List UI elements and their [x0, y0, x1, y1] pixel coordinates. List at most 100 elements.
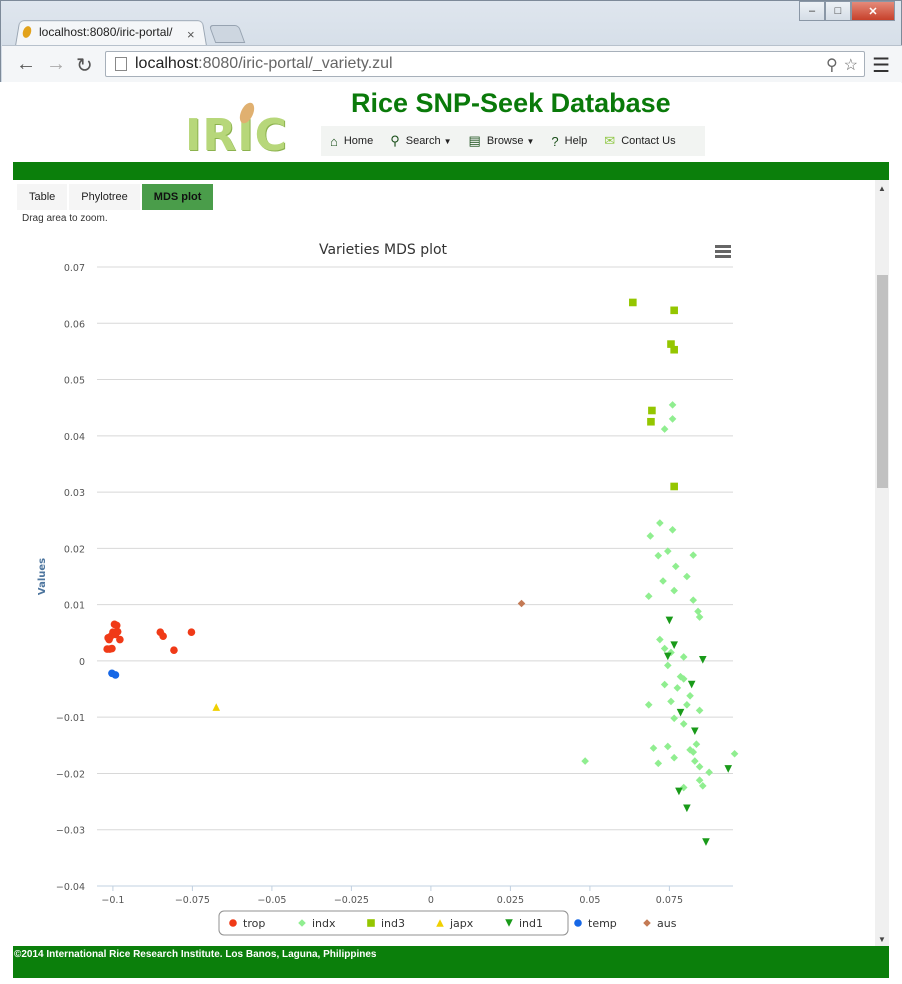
- data-point-trop: [159, 632, 167, 640]
- data-point-ind1: [670, 641, 678, 649]
- browser-tab-content[interactable]: localhost:8080/iric-portal/: [21, 22, 203, 42]
- x-tick-label: 0.05: [579, 895, 600, 906]
- menu-browse[interactable]: ▤ Browse ▼: [468, 133, 535, 148]
- chart-legend: [218, 910, 569, 936]
- y-tick-label: −0.03: [56, 826, 85, 837]
- data-point-trop: [105, 635, 113, 644]
- legend-marker-japx: [436, 919, 444, 927]
- caret-down-icon: ▼: [526, 136, 535, 146]
- tab-phylotree[interactable]: Phylotree: [69, 184, 140, 210]
- data-point-ind3: [629, 298, 637, 307]
- data-point-indx: [670, 586, 678, 595]
- back-icon[interactable]: ←: [16, 53, 36, 75]
- menu-search[interactable]: ⚲ Search ▼: [390, 133, 452, 148]
- main-menu: ⌂ Home ⚲ Search ▼ ▤ Browse ▼ ? Help ✉ Co…: [321, 126, 705, 156]
- y-axis-label: Values: [37, 558, 48, 595]
- data-point-indx: [667, 648, 675, 657]
- data-point-ind3: [647, 417, 655, 426]
- y-tick-label: −0.02: [56, 769, 85, 780]
- data-point-aus: [517, 599, 526, 608]
- data-point-indx: [695, 776, 704, 785]
- data-point-indx: [671, 562, 680, 571]
- page-icon: [115, 57, 127, 71]
- x-tick-label: 0: [428, 895, 434, 906]
- data-point-ind1: [702, 838, 710, 846]
- bookmark-star-icon[interactable]: ☆: [843, 57, 858, 74]
- data-point-indx: [659, 577, 667, 585]
- mail-icon: ✉: [604, 133, 616, 148]
- data-point-indx: [695, 762, 704, 771]
- legend-label: trop: [243, 917, 265, 930]
- minimize-icon[interactable]: –: [799, 1, 825, 21]
- menu-contact[interactable]: ✉ Contact Us: [604, 133, 676, 148]
- scroll-up-icon[interactable]: ▲: [878, 184, 886, 193]
- data-point-indx: [664, 661, 672, 670]
- browser-toolbar: ← → ↻ localhost:8080/iric-portal/_variet…: [2, 45, 902, 83]
- home-icon: ⌂: [330, 133, 338, 149]
- y-tick-label: 0.07: [64, 263, 85, 274]
- legend-label: ind3: [381, 917, 405, 930]
- scroll-down-icon[interactable]: ▼: [878, 935, 886, 944]
- address-bar[interactable]: localhost:8080/iric-portal/_variety.zul …: [105, 51, 865, 77]
- data-point-ind1: [664, 652, 672, 661]
- data-point-indx: [668, 525, 677, 534]
- data-point-indx: [698, 782, 707, 790]
- data-point-indx: [692, 740, 701, 748]
- zoom-icon[interactable]: ⚲: [825, 57, 838, 74]
- data-point-trop: [187, 628, 196, 637]
- mds-chart[interactable]: Varieties MDS plot 0.07 0.06 0.05 0.04 0.03 0.…: [21, 230, 756, 944]
- data-point-indx: [660, 644, 669, 653]
- menu-home[interactable]: ⌂ Home: [330, 133, 374, 149]
- y-tick-label: 0.01: [64, 601, 85, 612]
- tab-table[interactable]: Table: [17, 184, 68, 210]
- iric-logo[interactable]: IRIC: [185, 92, 288, 161]
- legend-label: ind1: [519, 917, 543, 930]
- data-point-indx: [649, 744, 658, 752]
- y-tick-label: 0.05: [64, 376, 85, 387]
- logo-text: IRIC: [185, 110, 288, 161]
- data-point-indx: [660, 680, 669, 689]
- tab-close-icon[interactable]: ×: [187, 27, 195, 42]
- data-point-indx: [683, 701, 691, 709]
- forward-icon[interactable]: →: [46, 53, 66, 75]
- scroll-thumb[interactable]: [877, 275, 888, 488]
- legend-label: temp: [588, 917, 617, 930]
- data-point-indx: [654, 551, 663, 560]
- data-point-indx: [686, 691, 694, 700]
- legend-marker-ind3: [367, 919, 375, 927]
- data-point-japx: [212, 703, 221, 711]
- window-close-icon[interactable]: ✕: [851, 1, 895, 21]
- data-point-ind1: [698, 655, 707, 664]
- mds-chart-svg[interactable]: Varieties MDS plot 0.07 0.06 0.05 0.04 0.03 0.…: [21, 230, 756, 944]
- data-point-indx: [694, 607, 702, 616]
- page-scrollbar[interactable]: ▲ ▼: [875, 180, 889, 946]
- menu-help[interactable]: ? Help: [551, 133, 588, 149]
- tab-mds-plot[interactable]: MDS plot: [141, 184, 214, 210]
- data-point-ind3: [670, 306, 678, 315]
- browser-menu-icon[interactable]: ☰: [872, 55, 890, 77]
- new-tab-button[interactable]: [208, 25, 246, 43]
- legend-label: japx: [449, 917, 474, 930]
- y-tick-label: 0: [79, 657, 85, 668]
- footer: ©2014 International Rice Research Instit…: [13, 946, 889, 978]
- data-point-ind1: [665, 616, 674, 625]
- legend-marker-indx: [298, 919, 306, 927]
- data-point-indx: [664, 547, 672, 555]
- content-panel: Table Phylotree MDS plot Drag area to zo…: [13, 180, 875, 946]
- legend-marker-temp: [574, 919, 582, 927]
- search-icon: ⚲: [390, 133, 400, 148]
- legend-marker-aus: [643, 919, 651, 927]
- y-tick-label: 0.03: [64, 488, 85, 499]
- chart-background: [21, 230, 756, 944]
- data-point-temp: [111, 671, 120, 679]
- y-tick-label: 0.02: [64, 544, 85, 555]
- data-point-indx: [644, 592, 653, 600]
- reload-icon[interactable]: ↻: [76, 55, 93, 77]
- data-point-indx: [730, 749, 739, 758]
- caret-down-icon: ▼: [443, 136, 452, 146]
- legend-label: indx: [312, 917, 336, 930]
- data-point-indx: [668, 415, 677, 423]
- y-tick-label: −0.01: [56, 713, 85, 724]
- chart-menu-icon[interactable]: [715, 245, 731, 258]
- maximize-icon[interactable]: □: [825, 1, 851, 21]
